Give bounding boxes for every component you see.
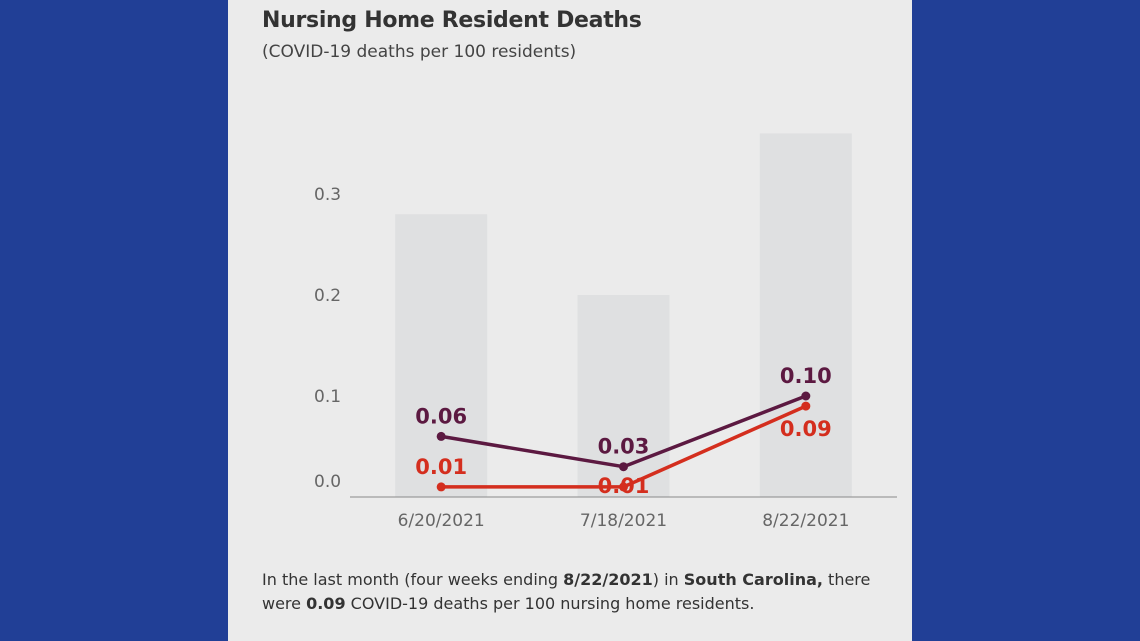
series-1-point-1 xyxy=(619,482,628,492)
series-1-label-2: 0.09 xyxy=(780,417,832,441)
note-suffix: COVID-19 deaths per 100 nursing home res… xyxy=(345,594,755,613)
series-0-label-2: 0.10 xyxy=(780,364,832,388)
bar-0 xyxy=(395,214,488,497)
series-0-point-1 xyxy=(619,462,628,472)
note-mid2: there were xyxy=(262,570,871,613)
x-tick-label-1: 7/18/2021 xyxy=(580,511,667,531)
series-0-point-2 xyxy=(801,391,811,401)
chart-title: Nursing Home Resident Deaths xyxy=(262,8,642,33)
bar-2 xyxy=(759,133,852,497)
y-tick-label-3: 0.3 xyxy=(314,185,341,205)
series-1-point-2 xyxy=(801,401,811,411)
y-tick-label-1: 0.1 xyxy=(314,387,341,407)
series-1-label-0: 0.01 xyxy=(415,455,467,479)
series-0-label-1: 0.03 xyxy=(598,435,650,459)
series-1-point-0 xyxy=(436,482,446,492)
note-state: South Carolina, xyxy=(683,570,823,589)
x-tick-label-2: 8/22/2021 xyxy=(762,511,849,531)
x-tick-label-0: 6/20/2021 xyxy=(398,511,485,531)
chart-subtitle: (COVID-19 deaths per 100 residents) xyxy=(262,42,577,62)
series-1-label-1: 0.01 xyxy=(598,474,650,498)
note-prefix: In the last month (four weeks ending xyxy=(262,570,564,589)
y-tick-label-0: 0.0 xyxy=(314,472,341,492)
note-mid: ) in xyxy=(652,570,684,589)
series-0-label-0: 0.06 xyxy=(415,404,467,428)
y-tick-label-2: 0.2 xyxy=(314,286,341,306)
series-0-point-0 xyxy=(436,431,446,441)
summary-note: In the last month (four weeks ending 8/2… xyxy=(262,568,902,616)
note-date: 8/22/2021 xyxy=(563,570,653,589)
note-value: 0.09 xyxy=(306,594,346,613)
line-bar-chart: 0.0 0.1 0.2 0.3 6/20/2021 7/18/2021 8/22/2021 0… xyxy=(314,133,897,531)
chart-panel: Nursing Home Resident Deaths (COVID-19 d… xyxy=(228,0,912,641)
